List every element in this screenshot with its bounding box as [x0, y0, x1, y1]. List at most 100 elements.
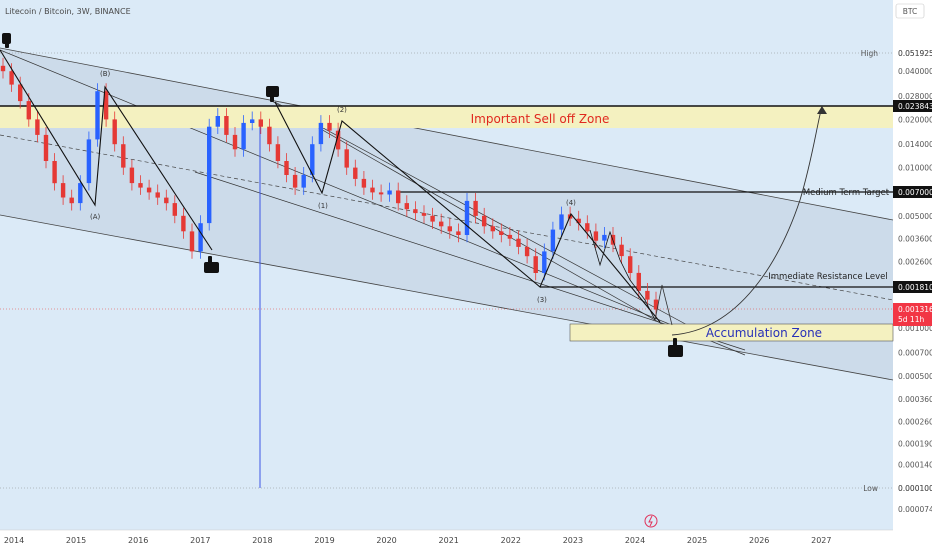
- high-label: High: [861, 49, 878, 58]
- candle-body: [112, 119, 117, 145]
- lightning-icon[interactable]: [644, 514, 658, 528]
- candle-body: [636, 272, 641, 291]
- candle-body: [370, 187, 375, 193]
- time-tick-label: 2019: [314, 536, 334, 545]
- wave-12345-path: [274, 101, 661, 323]
- candle-body: [456, 231, 461, 235]
- candle-body: [189, 231, 195, 252]
- candle-body: [353, 167, 358, 179]
- candle-body: [275, 144, 281, 161]
- candle-body: [645, 290, 650, 300]
- candle-body: [628, 256, 633, 273]
- candle-body: [430, 215, 435, 222]
- candle-body: [585, 223, 590, 232]
- price-tick-label: 0.014000: [898, 140, 932, 149]
- sell-zone-price-tag: [893, 100, 932, 112]
- candle-body: [301, 174, 306, 188]
- chart-title: Litecoin / Bitcoin, 3W, BINANCE: [5, 7, 131, 16]
- time-tick-label: 2023: [563, 536, 583, 545]
- low-label: Low: [863, 484, 878, 493]
- time-tick-label: 2018: [252, 536, 272, 545]
- candle-body: [258, 119, 263, 127]
- candle-body: [344, 149, 349, 168]
- candle-body: [215, 116, 220, 127]
- candle-body: [439, 221, 444, 227]
- price-tick-label: 0.000074: [898, 505, 932, 514]
- price-tick-label: 0.020000: [898, 115, 932, 124]
- wave-label-2: (2): [337, 106, 347, 114]
- lightning-glyph: [648, 515, 653, 527]
- candle-body: [52, 161, 57, 184]
- candle-body: [533, 256, 538, 273]
- candle-body: [602, 234, 607, 241]
- trendline-2: [194, 171, 746, 351]
- wave-label-b: (B): [100, 70, 111, 78]
- candle-body: [224, 116, 229, 135]
- candle-body: [507, 234, 513, 239]
- candle-body: [138, 183, 143, 188]
- high-value: 0.051925: [898, 49, 932, 58]
- resistance-price-text: 0.001810: [898, 283, 932, 292]
- price-tick-label: 0.001000: [898, 324, 932, 333]
- price-tick-label: 0.028000: [898, 92, 932, 101]
- candle-body: [447, 226, 452, 232]
- price-tick-label: 0.002600: [898, 257, 932, 266]
- time-tick-label: 2022: [501, 536, 521, 545]
- candle-body: [164, 197, 169, 204]
- price-tick-label: 0.000140: [898, 461, 932, 470]
- candle-body: [43, 134, 49, 161]
- time-tick-label: 2027: [811, 536, 831, 545]
- candle-body: [35, 119, 40, 135]
- candle-body: [421, 213, 427, 216]
- candle-body: [292, 174, 298, 188]
- candle-body: [103, 91, 109, 120]
- candle-body: [387, 190, 392, 195]
- candle-body: [482, 215, 487, 227]
- wave-label-3: (3): [537, 296, 547, 304]
- candle-body: [619, 244, 624, 257]
- resistance-price-tag: [893, 281, 932, 293]
- candle-body: [473, 200, 478, 216]
- currency-badge[interactable]: [895, 3, 925, 19]
- candle-body: [181, 215, 186, 232]
- candle-body: [172, 203, 177, 216]
- price-tick-label: 0.000360: [898, 395, 932, 404]
- price-tick-label: 0.010000: [898, 164, 932, 173]
- candle-body: [26, 101, 31, 120]
- wave-abc-path: [0, 49, 213, 251]
- current-price-tag: [893, 303, 932, 326]
- candle-body: [413, 209, 418, 214]
- time-tick-label: 2024: [625, 536, 645, 545]
- wave-sub-path: [589, 229, 656, 321]
- candle-body: [310, 144, 315, 175]
- candle-body: [95, 91, 100, 140]
- candle-body: [198, 223, 203, 252]
- candle-body: [69, 197, 74, 204]
- thumbs-down-icon: [266, 86, 279, 102]
- candle-body: [593, 231, 599, 241]
- candle-body: [0, 65, 6, 72]
- current-price-text: 0.001316: [898, 305, 932, 314]
- sell-zone-price-text: 0.023843: [898, 102, 932, 111]
- thumbs-up-icon: [204, 256, 219, 273]
- wave-label-4: (4): [566, 199, 576, 207]
- price-tick-label: 0.051925: [898, 49, 932, 58]
- wave-label-a: (A): [90, 213, 101, 221]
- price-tick-label: 0.040000: [898, 67, 932, 76]
- projection-curve: [671, 105, 823, 336]
- candle-body: [121, 144, 126, 168]
- channel-midline: [0, 134, 894, 301]
- projection-arrowhead: [817, 106, 827, 114]
- wave-label-1: (1): [318, 202, 328, 210]
- time-tick-label: 2021: [439, 536, 459, 545]
- candle-body: [550, 229, 556, 252]
- candle-body: [78, 183, 83, 204]
- time-tick-label: 2020: [376, 536, 396, 545]
- candle-body: [335, 130, 341, 150]
- resistance-label: Immediate Resistance Level: [768, 272, 887, 282]
- candle-body: [207, 126, 212, 224]
- time-tick-label: 2026: [749, 536, 769, 545]
- candle-body: [267, 126, 272, 145]
